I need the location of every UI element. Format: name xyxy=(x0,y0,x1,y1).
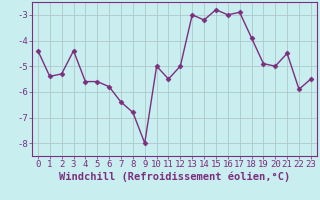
X-axis label: Windchill (Refroidissement éolien,°C): Windchill (Refroidissement éolien,°C) xyxy=(59,172,290,182)
